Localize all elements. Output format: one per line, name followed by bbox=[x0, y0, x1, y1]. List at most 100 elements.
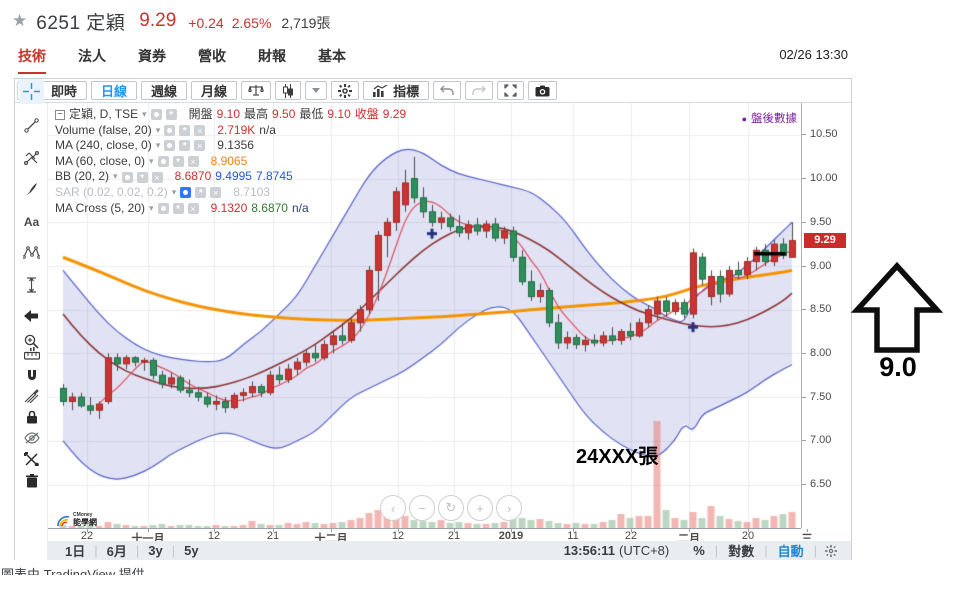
legend-row-ma-240: MA (240, close, 0) ▾ * × 9.1356 bbox=[55, 138, 410, 154]
legend-title[interactable]: SAR (0.02, 0.02, 0.2) bbox=[55, 184, 168, 199]
time-tick-label: 21 bbox=[266, 530, 280, 542]
favorite-star-icon[interactable]: ★ bbox=[12, 11, 28, 30]
time-axis[interactable]: 22 十一月 12 21 十二月 12 21 2019 11 22 二月 20 三 bbox=[48, 528, 813, 545]
range-button-3y[interactable]: 3y bbox=[148, 543, 163, 558]
time-tick-label: 21 bbox=[447, 530, 461, 542]
chart-style-caret[interactable] bbox=[305, 81, 328, 100]
measure-ruler-tool-icon[interactable] bbox=[19, 341, 44, 366]
legend-caret-icon[interactable]: ▾ bbox=[149, 155, 154, 166]
daily-button[interactable]: 日線 bbox=[91, 81, 138, 100]
realtime-button[interactable]: 即時 bbox=[41, 81, 88, 100]
compare-button[interactable] bbox=[241, 81, 272, 100]
legend-eye-icon[interactable] bbox=[157, 156, 169, 168]
settings-button[interactable] bbox=[331, 81, 360, 100]
brush-tool-icon[interactable] bbox=[19, 177, 44, 202]
xabcd-pattern-tool-icon[interactable] bbox=[19, 240, 44, 265]
auto-scale-toggle[interactable]: 自動 bbox=[777, 544, 804, 559]
percent-scale-toggle[interactable]: % bbox=[693, 543, 705, 558]
legend-title[interactable]: MA (240, close, 0) bbox=[55, 138, 152, 153]
chart-zoom-in-button[interactable]: + bbox=[467, 495, 493, 521]
chart-zoom-out-button[interactable]: − bbox=[409, 495, 435, 521]
price-axis[interactable]: 10.50 10.00 9.50 9.00 8.50 8.00 7.50 7.00 6.50 9.… bbox=[801, 103, 851, 528]
legend-caret-icon[interactable]: ▾ bbox=[149, 202, 154, 213]
last-price-badge: 9.29 bbox=[804, 233, 846, 249]
last-price: 9.29 bbox=[139, 10, 177, 31]
legend-caret-icon[interactable]: ▾ bbox=[142, 109, 147, 119]
legend-gear-icon[interactable]: * bbox=[179, 124, 191, 137]
legend-collapse-icon[interactable]: − bbox=[55, 109, 65, 120]
tab-基本[interactable]: 基本 bbox=[318, 48, 346, 64]
chart-plot-area[interactable]: − 定穎, D, TSE ▾ * 開盤 9.10 最高 9.50 最低 9.10 收盤 9.29 Vol… bbox=[48, 103, 801, 528]
range-button-1日[interactable]: 1日 bbox=[65, 544, 86, 559]
lock-drawings-tool-icon[interactable] bbox=[19, 404, 44, 429]
crosshair-tool-icon[interactable] bbox=[19, 79, 44, 104]
legend-close-icon[interactable]: × bbox=[151, 171, 163, 183]
weekly-button[interactable]: 週線 bbox=[141, 81, 188, 100]
range-button-5y[interactable]: 5y bbox=[184, 543, 199, 558]
legend-caret-icon[interactable]: ▾ bbox=[113, 171, 118, 182]
text-tool-tool-icon[interactable]: Aa bbox=[23, 214, 40, 229]
price-tick-label: 9.50 bbox=[810, 215, 832, 228]
fullscreen-button[interactable] bbox=[497, 81, 525, 100]
legend-close-icon[interactable]: × bbox=[187, 156, 199, 168]
price-chart-canvas[interactable] bbox=[48, 103, 801, 528]
site-logo: CMoney 能學網 bbox=[56, 511, 97, 527]
time-tick-mark bbox=[748, 529, 749, 532]
legend-title[interactable]: 定穎, D, TSE bbox=[69, 107, 139, 121]
tab-技術[interactable]: 技術 bbox=[18, 46, 46, 74]
legend-caret-icon[interactable]: ▾ bbox=[171, 186, 177, 197]
arrow-mark-tool-icon[interactable] bbox=[19, 303, 44, 328]
tab-財報[interactable]: 財報 bbox=[258, 48, 286, 64]
legend-gear-icon[interactable]: * bbox=[165, 109, 177, 121]
remove-drawings-tool-icon[interactable] bbox=[19, 468, 44, 493]
object-tree-tools-tool-icon[interactable] bbox=[19, 446, 44, 471]
time-tick-mark bbox=[454, 529, 455, 532]
hide-drawings-tool-icon[interactable] bbox=[19, 425, 44, 450]
monthly-button[interactable]: 月線 bbox=[191, 81, 238, 100]
legend-eye-icon[interactable] bbox=[180, 187, 192, 199]
chart-scroll-left-button[interactable]: ‹ bbox=[380, 495, 406, 521]
legend-gear-icon[interactable]: * bbox=[136, 171, 148, 184]
legend-title[interactable]: Volume (false, 20) bbox=[55, 122, 152, 137]
chart-style-button[interactable] bbox=[275, 81, 302, 100]
snapshot-button[interactable] bbox=[528, 81, 558, 100]
legend-close-icon[interactable]: × bbox=[210, 187, 222, 199]
legend-title[interactable]: MA Cross (5, 20) bbox=[55, 200, 146, 215]
legend-gear-icon[interactable]: * bbox=[179, 140, 191, 152]
tab-資券[interactable]: 資券 bbox=[138, 48, 166, 64]
zoom-in-tool-icon[interactable] bbox=[19, 329, 44, 354]
legend-gear-icon[interactable]: * bbox=[172, 156, 184, 168]
up-arrow-annotation-icon bbox=[850, 261, 944, 353]
symbol-title: 6251 定穎 bbox=[36, 12, 126, 34]
indicators-button[interactable]: 指標 bbox=[363, 81, 430, 100]
trend-line-tool-icon[interactable] bbox=[19, 113, 44, 138]
axis-settings-gear-icon[interactable] bbox=[817, 544, 845, 557]
chart-reset-view-button[interactable]: ↻ bbox=[438, 495, 464, 521]
pitchfork-tool-icon[interactable] bbox=[19, 145, 44, 170]
legend-close-icon[interactable]: × bbox=[194, 140, 206, 152]
chart-scroll-right-button[interactable]: › bbox=[496, 495, 522, 521]
legend-row-volume-indicator: Volume (false, 20) ▾ * × 2.719K n/a bbox=[55, 123, 410, 139]
legend-close-icon[interactable]: × bbox=[194, 124, 206, 136]
legend-title[interactable]: BB (20, 2) bbox=[55, 169, 110, 184]
legend-caret-icon[interactable]: ▾ bbox=[155, 124, 161, 135]
magnet-tool-icon[interactable] bbox=[19, 363, 44, 388]
log-scale-toggle[interactable]: 對數 bbox=[728, 544, 755, 559]
redo-button[interactable] bbox=[465, 81, 494, 100]
legend-close-icon[interactable]: × bbox=[187, 202, 199, 214]
legend-eye-icon[interactable] bbox=[164, 140, 176, 152]
legend-eye-icon[interactable] bbox=[164, 124, 176, 136]
drawing-stack-tool-icon[interactable] bbox=[19, 383, 44, 408]
undo-button[interactable] bbox=[433, 81, 462, 100]
legend-eye-icon[interactable] bbox=[150, 109, 162, 121]
legend-eye-icon[interactable] bbox=[121, 171, 133, 183]
legend-gear-icon[interactable]: * bbox=[172, 202, 184, 215]
legend-eye-icon[interactable] bbox=[157, 202, 169, 214]
legend-gear-icon[interactable]: * bbox=[195, 187, 207, 199]
price-range-tool-icon[interactable] bbox=[19, 272, 44, 297]
legend-title[interactable]: MA (60, close, 0) bbox=[55, 153, 146, 168]
tab-法人[interactable]: 法人 bbox=[78, 48, 106, 64]
legend-caret-icon[interactable]: ▾ bbox=[155, 140, 161, 151]
tab-營收[interactable]: 營收 bbox=[198, 48, 226, 64]
range-button-6月[interactable]: 6月 bbox=[106, 544, 127, 559]
